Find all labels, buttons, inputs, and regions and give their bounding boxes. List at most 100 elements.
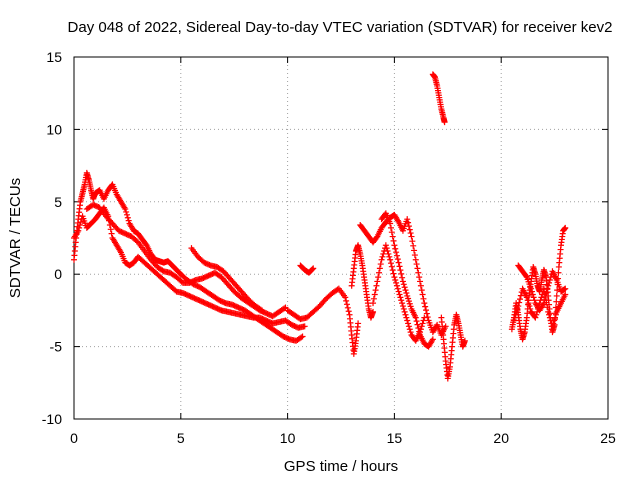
data-point bbox=[384, 248, 391, 255]
x-tick-label: 20 bbox=[493, 430, 509, 446]
data-point bbox=[399, 274, 406, 281]
data-point bbox=[403, 314, 410, 321]
data-point bbox=[417, 278, 424, 285]
y-tick-label: 10 bbox=[46, 121, 62, 137]
data-point bbox=[393, 249, 400, 256]
data-point bbox=[461, 337, 468, 344]
data-point bbox=[391, 242, 398, 249]
series-track-j bbox=[378, 210, 436, 350]
data-point bbox=[393, 252, 400, 259]
data-point bbox=[562, 291, 569, 298]
data-point bbox=[441, 119, 448, 126]
data-point bbox=[422, 303, 429, 310]
data-point bbox=[379, 253, 386, 260]
series-track-c bbox=[83, 201, 289, 320]
data-point bbox=[405, 223, 412, 230]
series-track-l bbox=[438, 311, 468, 382]
data-point bbox=[511, 314, 518, 321]
data-point bbox=[541, 290, 548, 297]
data-point bbox=[258, 307, 265, 314]
y-tick-label: -10 bbox=[42, 411, 62, 427]
data-point bbox=[419, 291, 426, 298]
data-point bbox=[407, 329, 414, 336]
data-point bbox=[421, 314, 428, 321]
data-point bbox=[123, 208, 130, 215]
data-point bbox=[532, 314, 539, 321]
data-point bbox=[122, 206, 129, 213]
data-point bbox=[562, 224, 569, 231]
data-point bbox=[526, 303, 533, 310]
data-point bbox=[407, 303, 414, 310]
data-point bbox=[404, 317, 411, 324]
data-point bbox=[543, 299, 550, 306]
data-point bbox=[406, 300, 413, 307]
data-point bbox=[516, 296, 523, 303]
series-track-k bbox=[429, 71, 448, 126]
series-track-i bbox=[370, 242, 428, 344]
data-point bbox=[535, 303, 542, 310]
data-point bbox=[418, 323, 425, 330]
data-point bbox=[551, 317, 558, 324]
data-point bbox=[370, 308, 377, 315]
data-point bbox=[125, 217, 132, 224]
data-point bbox=[382, 242, 389, 249]
data-point bbox=[375, 274, 382, 281]
data-point bbox=[515, 303, 522, 310]
data-point bbox=[514, 305, 521, 312]
data-point bbox=[413, 261, 420, 268]
data-point bbox=[525, 300, 532, 307]
data-point bbox=[534, 308, 541, 315]
x-tick-label: 5 bbox=[177, 430, 185, 446]
y-tick-label: -5 bbox=[50, 339, 63, 355]
data-point bbox=[405, 323, 412, 330]
data-point bbox=[386, 253, 393, 260]
x-tick-label: 15 bbox=[387, 430, 403, 446]
data-point bbox=[399, 278, 406, 285]
x-tick-label: 0 bbox=[70, 430, 78, 446]
data-point bbox=[530, 294, 537, 301]
data-point bbox=[404, 292, 411, 299]
data-point bbox=[416, 274, 423, 281]
data-point bbox=[344, 304, 351, 311]
data-point bbox=[414, 265, 421, 272]
data-point bbox=[378, 256, 385, 263]
data-point bbox=[423, 310, 430, 317]
series-track-o bbox=[511, 285, 569, 330]
data-point bbox=[512, 311, 519, 318]
data-point bbox=[406, 226, 413, 233]
data-point bbox=[562, 285, 569, 292]
data-point bbox=[429, 336, 436, 343]
data-point bbox=[404, 216, 411, 223]
data-point bbox=[402, 287, 409, 294]
data-point bbox=[413, 318, 420, 325]
data-point bbox=[523, 294, 530, 301]
data-point bbox=[517, 292, 524, 299]
data-point bbox=[385, 250, 392, 257]
data-point bbox=[403, 290, 410, 297]
data-point bbox=[399, 303, 406, 310]
y-tick-label: 5 bbox=[54, 194, 62, 210]
data-point bbox=[552, 314, 559, 321]
data-point bbox=[281, 305, 288, 312]
data-point bbox=[555, 269, 562, 276]
data-point bbox=[402, 311, 409, 318]
series-track-g bbox=[348, 242, 377, 321]
data-point bbox=[399, 300, 406, 307]
data-point bbox=[415, 269, 422, 276]
data-point bbox=[395, 259, 402, 266]
data-point bbox=[394, 285, 401, 292]
data-point bbox=[546, 314, 553, 321]
tick-layer: 0 5 10 15 20 25 -10 -5 0 5 10 15 bbox=[42, 49, 616, 446]
data-point bbox=[524, 297, 531, 304]
data-point bbox=[534, 305, 541, 312]
data-point bbox=[370, 295, 377, 302]
y-tick-label: 0 bbox=[54, 266, 62, 282]
data-point bbox=[511, 317, 518, 324]
data-point bbox=[392, 245, 399, 252]
data-point bbox=[397, 267, 404, 274]
data-point bbox=[123, 211, 130, 218]
data-point bbox=[407, 230, 414, 237]
data-point bbox=[310, 265, 317, 272]
data-point bbox=[423, 307, 430, 314]
data-point bbox=[516, 299, 523, 306]
